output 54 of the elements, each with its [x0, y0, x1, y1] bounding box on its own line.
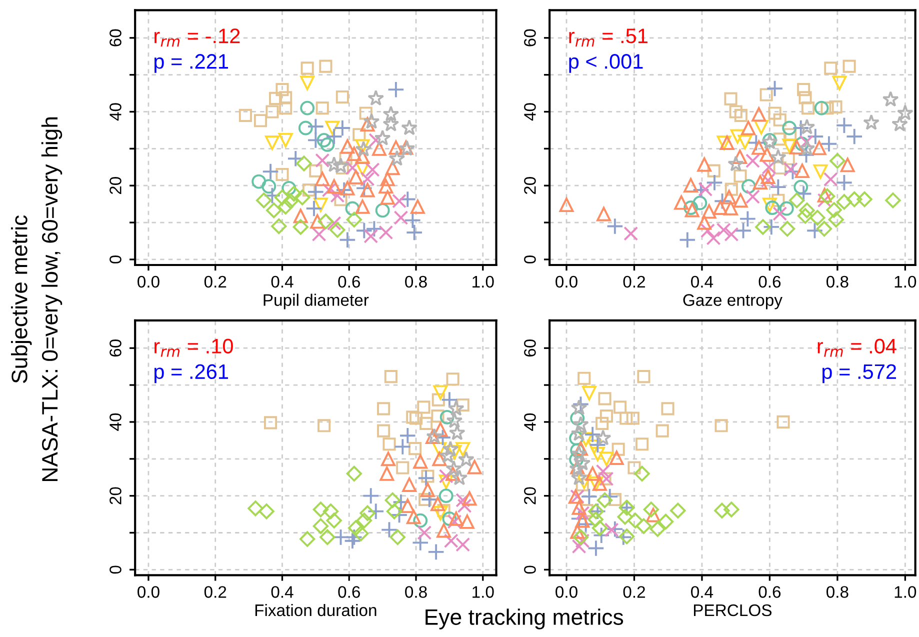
x-tick-label: 0.4 — [691, 276, 714, 288]
x-tick-label: 0.2 — [623, 276, 645, 288]
text: Eye tracking metrics — [426, 608, 624, 630]
y-tick-label: 20 — [110, 176, 122, 194]
x-tick-label: 0.6 — [758, 276, 781, 288]
x-tick-label: 0.0 — [138, 586, 160, 598]
y-tick-label: 20 — [110, 487, 122, 504]
y-tick-label: 60 — [110, 339, 122, 357]
annotation: r$_{rm}$ = -.12 — [154, 28, 240, 47]
x-tick-label: 0.4 — [271, 276, 294, 288]
x-tick-label: 0.2 — [204, 276, 226, 288]
text: Subjective metric NASA-TLX: 0=very low, 60=very high — [11, 117, 62, 481]
annotation: r$_{rm}$ = .51 — [569, 28, 648, 46]
x-axis-title: Pupil diameter — [264, 294, 369, 310]
x-tick-label: 0.0 — [556, 276, 578, 288]
x-tick-label: 0.2 — [623, 586, 645, 598]
x-axis-title: Fixation duration — [255, 604, 376, 616]
x-axis-title: Gaze entropy — [683, 294, 782, 310]
annotation: p = .261 — [154, 364, 228, 384]
annotation: p < .001 — [569, 54, 643, 73]
x-tick-label: 1.0 — [472, 276, 494, 288]
x-tick-label: 0.6 — [338, 276, 360, 288]
x-tick-label: 0.8 — [826, 586, 848, 598]
y-tick-label: 60 — [110, 29, 122, 46]
annotation: r$_{rm}$ = .04 — [818, 338, 896, 357]
x-tick-label: 0.8 — [826, 276, 848, 288]
y-tick-label: 0 — [524, 566, 536, 574]
x-tick-label: 0.6 — [338, 586, 360, 598]
x-tick-label: 0.0 — [556, 586, 578, 598]
y-tick-label: 40 — [524, 103, 536, 121]
x-tick-label: 0.2 — [204, 586, 226, 598]
x-tick-label: 1.0 — [894, 276, 916, 288]
y-tick-label: 60 — [524, 339, 536, 357]
x-tick-label: 0.8 — [405, 276, 427, 288]
x-tick-label: 0.6 — [758, 586, 781, 598]
y-tick-label: 20 — [524, 176, 536, 194]
annotation: p = .221 — [154, 54, 228, 73]
y-tick-label: 0 — [524, 255, 536, 264]
x-tick-label: 0.4 — [271, 586, 294, 598]
y-tick-label: 20 — [524, 487, 536, 504]
x-axis-title: PERCLOS — [694, 604, 772, 616]
y-tick-label: 60 — [524, 29, 536, 46]
y-tick-label: 40 — [110, 103, 122, 121]
y-tick-label: 40 — [110, 413, 122, 431]
annotation: r$_{rm}$ = .10 — [154, 338, 233, 357]
y-tick-label: 0 — [110, 566, 122, 574]
x-tick-label: 0.0 — [138, 276, 160, 288]
y-tick-label: 40 — [524, 413, 536, 431]
y-tick-label: 0 — [110, 255, 122, 264]
x-tick-label: 0.4 — [691, 586, 714, 598]
annotation: p = .572 — [822, 364, 896, 384]
x-tick-label: 1.0 — [894, 586, 916, 598]
x-tick-label: 1.0 — [472, 586, 494, 598]
x-tick-label: 0.8 — [405, 586, 427, 598]
